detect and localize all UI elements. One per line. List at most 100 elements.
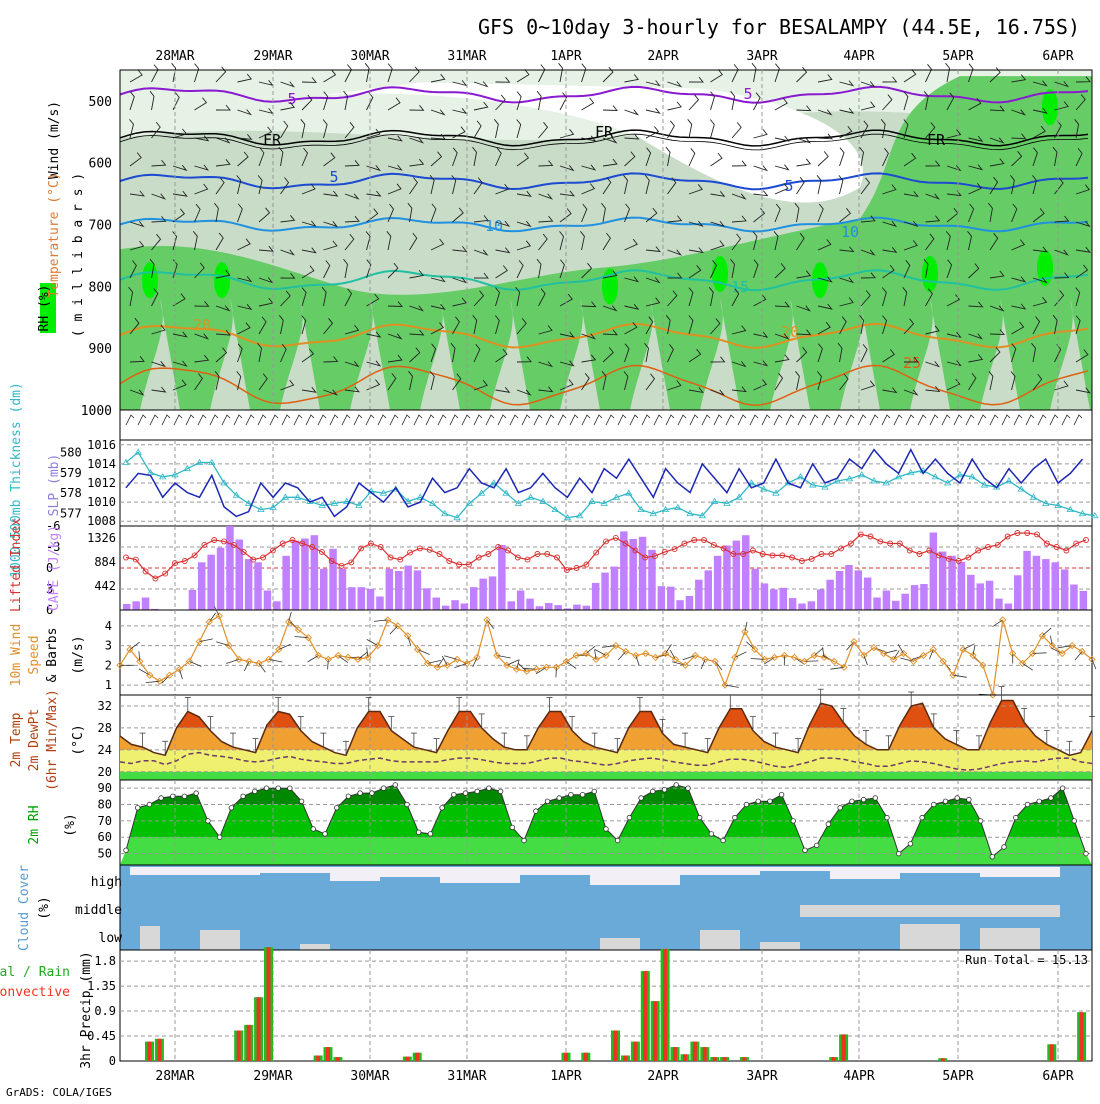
rh2-point [276,786,281,791]
precip-convective-bar [267,947,271,1061]
cape-bar [892,601,900,610]
rh2-point [1025,802,1030,807]
rh2-point [1084,851,1089,856]
cape-ylabel-right: CAPE (J/kg) [47,525,62,611]
cloud-level-high: high [91,875,122,890]
temp-ylabel-unit: (°C) [71,724,86,755]
cape-bar [911,585,919,610]
cape-ytick: 442 [94,579,116,593]
cloud-high-clear [130,867,260,875]
rh2-point [627,815,632,820]
rh2-point [592,789,597,794]
rh2-point [393,783,398,788]
rh2-point [955,796,960,801]
upper-ylabel-mb: ( m i l l i b a r s ) [71,173,86,337]
cape-bar [367,589,375,610]
precip-convective-bar [316,1056,320,1062]
rh2-point [651,789,656,794]
cape-bar [414,570,422,610]
cloud-high-clear [520,867,590,875]
rh2-point [159,796,164,801]
cape-bar [1080,591,1088,610]
cape-bar [901,594,909,610]
date-label-bottom: 5APR [942,1069,973,1084]
cloud-high-clear [440,867,520,883]
thick-ytick-left: 580 [60,445,82,459]
cape-bar [545,603,553,610]
cape-bar [358,587,366,610]
cape-bar [1070,585,1078,611]
cape-bar [658,586,666,610]
contour-label: 5 [743,85,752,103]
cape-bar [273,601,281,610]
wind-barb-sfc [390,626,398,634]
rh2-point [908,842,913,847]
contour-label: 25 [903,354,921,372]
upper-ytick: 800 [89,280,112,295]
precip-ytick: 1.8 [94,954,116,968]
cape-bar [1005,604,1013,611]
cloud-high-clear [330,867,380,881]
cape-ytick: 1326 [87,531,116,545]
contour-label: FR [263,131,282,149]
precip-ylabel-a: Total / Rain [0,965,70,980]
rh2-point [791,819,796,824]
rh2-point [358,791,363,796]
date-label-bottom: 31MAR [447,1069,486,1084]
temp-ylabel-a: 2m Temp [9,712,24,767]
precip-convective-bar [405,1057,409,1061]
cape-bar [826,580,834,610]
wind-barb-sfc [1075,652,1082,661]
temp-ytick: 20 [98,765,112,779]
cape-bar [873,598,881,611]
cape-bar [264,591,272,611]
cape-bar [1023,551,1031,610]
upper-ytick: 500 [89,95,112,110]
rh2-point [440,806,445,811]
rh2-point [826,822,831,827]
rh2-point [452,792,457,797]
upper-ytick: 900 [89,342,112,357]
precip-convective-bar [257,997,261,1061]
rh2-point [405,802,410,807]
cloud-high-clear [900,867,980,873]
rh2-ylabel-a: 2m RH [27,805,42,844]
cloud-level-middle: middle [75,903,122,918]
cape-bar [986,581,994,610]
cloud-high-clear [680,867,760,875]
cape-bar [601,573,609,610]
rh2-point [721,838,726,843]
upper-ylabel-rh: RH (%) [37,285,52,332]
rh2-ytick: 80 [98,798,112,812]
cape-bar [733,541,741,610]
cape-bar [282,556,290,610]
rh2-point [920,815,925,820]
date-label-bottom: 30MAR [350,1069,389,1084]
rh2-point [885,815,890,820]
wind-barb-sfc [586,646,595,654]
rh2-point [135,806,140,811]
precip-convective-bar [237,1031,241,1062]
rh2-point [171,794,176,799]
precip-convective-bar [584,1053,588,1061]
rh2-point [615,838,620,843]
footer-credit: GrADS: COLA/IGES [6,1086,112,1099]
rh2-ytick: 90 [98,781,112,795]
cape-bar [845,565,853,610]
temp-ylabel-c: (6hr Min/Max) [45,689,60,791]
cloud-level-low: low [99,931,123,946]
date-label-top: 28MAR [155,49,194,64]
rh2-point [733,815,738,820]
cape-bar [142,598,150,611]
rh2-point [779,792,784,797]
rh2-point [217,835,222,840]
cape-bar [1052,562,1060,610]
rh2-point [744,802,749,807]
rh2-point [206,819,211,824]
precip-ylabel-c: 3hr Precip (mm) [79,951,94,1068]
precip-convective-bar [693,1042,697,1061]
wind-ylabel-unit: (m/s) [71,635,86,674]
rh2-point [697,815,702,820]
